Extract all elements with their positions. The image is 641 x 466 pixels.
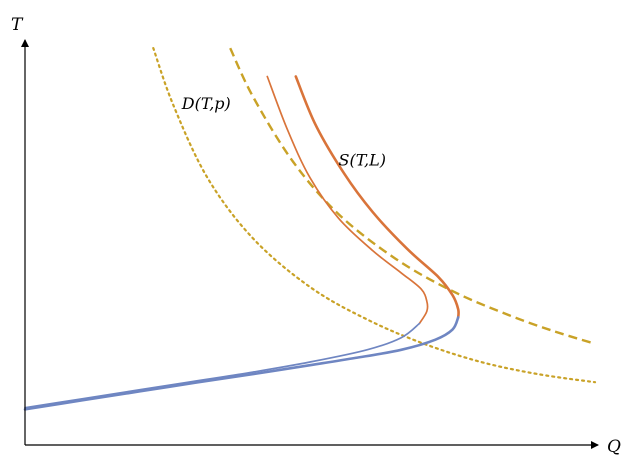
- demand-label: D(T,p): [181, 94, 231, 113]
- series-line-demand-dotted: [152, 47, 597, 384]
- x-axis-label: Q: [607, 437, 621, 457]
- series-line-supply-thick-upper: [294, 75, 460, 319]
- supply-label: S(T,L): [339, 151, 386, 170]
- y-axis-label: T: [11, 15, 24, 35]
- series-line-supply-thin-lower: [24, 322, 421, 409]
- series-line-demand-dashed: [229, 47, 596, 345]
- series-line-supply-thin-upper: [266, 75, 429, 325]
- series-line-supply-thick-lower: [23, 316, 460, 411]
